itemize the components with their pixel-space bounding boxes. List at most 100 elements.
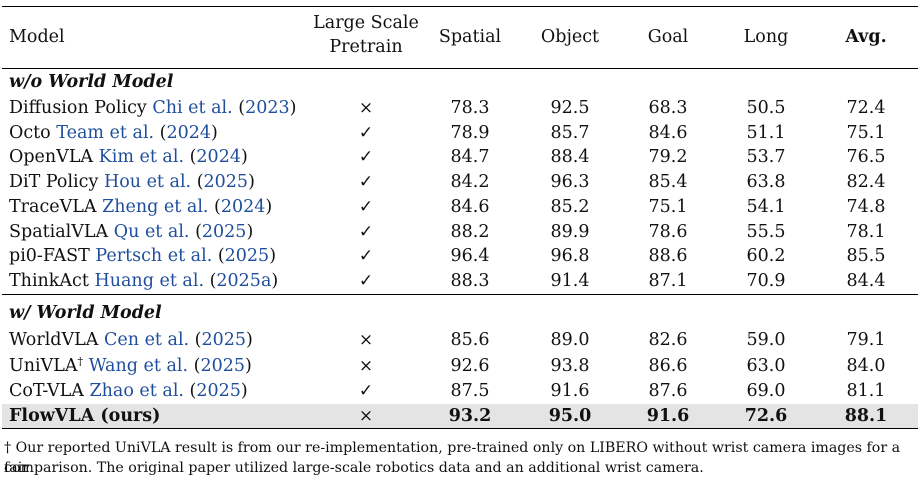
goal-value: 87.1 bbox=[648, 270, 688, 291]
citation-author-link[interactable]: Qu et al. bbox=[113, 221, 190, 242]
header-pretrain-line2: Pretrain bbox=[329, 37, 403, 57]
model-cell: WorldVLA Cen et al. (2025) bbox=[9, 330, 253, 350]
section-rule bbox=[2, 294, 918, 295]
citation-year-link[interactable]: 2025 bbox=[203, 172, 249, 193]
pretrain-mark: ✓ bbox=[358, 122, 374, 143]
object-value: 85.2 bbox=[550, 196, 590, 217]
citation-year-link[interactable]: 2023 bbox=[245, 98, 290, 118]
header-object: Object bbox=[540, 27, 600, 47]
table-row-ours: FlowVLA (ours) × 93.2 95.0 91.6 72.6 88.… bbox=[2, 404, 918, 428]
citation-year-link[interactable]: 2025 bbox=[201, 221, 247, 242]
object-value: 91.4 bbox=[550, 270, 590, 291]
citation-author-link[interactable]: Huang et al. bbox=[94, 270, 205, 291]
citation-year-link[interactable]: 2025a bbox=[216, 270, 272, 291]
citation-year-link[interactable]: 2025 bbox=[200, 355, 246, 376]
spatial-value: 93.2 bbox=[448, 406, 492, 426]
spatial-value: 92.6 bbox=[450, 355, 490, 376]
avg-value: 85.5 bbox=[846, 246, 886, 267]
citation-year-link[interactable]: 2024 bbox=[166, 122, 212, 143]
object-value: 89.0 bbox=[550, 330, 590, 350]
avg-value: 76.5 bbox=[846, 147, 886, 168]
long-value: 54.1 bbox=[746, 196, 786, 217]
pretrain-mark: ✓ bbox=[358, 172, 374, 193]
header-avg: Avg. bbox=[845, 27, 887, 47]
long-value: 55.5 bbox=[746, 221, 786, 242]
footnote-marker: † bbox=[77, 354, 84, 368]
citation-year-link[interactable]: 2024 bbox=[196, 147, 241, 168]
goal-value: 84.6 bbox=[648, 122, 688, 143]
model-cell: pi0-FAST Pertsch et al. (2025) bbox=[9, 246, 277, 267]
avg-value: 79.1 bbox=[846, 330, 886, 350]
table-row: TraceVLA Zheng et al. (2024) ✓ 84.6 85.2 75.… bbox=[0, 195, 922, 219]
goal-value: 91.6 bbox=[646, 406, 690, 426]
table-row: UniVLA† Wang et al. (2025) × 92.6 93.8 86.6 6… bbox=[0, 354, 922, 378]
avg-value: 84.4 bbox=[846, 270, 886, 291]
table-row: pi0-FAST Pertsch et al. (2025) ✓ 96.4 96.8 8… bbox=[0, 244, 922, 268]
model-cell: Diffusion Policy Chi et al. (2023) bbox=[9, 98, 297, 118]
table-row: WorldVLA Cen et al. (2025) × 85.6 89.0 82.6 5… bbox=[0, 328, 922, 352]
model-cell: DiT Policy Hou et al. (2025) bbox=[9, 172, 255, 193]
table-row: Octo Team et al. (2024) ✓ 78.9 85.7 84.6 51.1… bbox=[0, 121, 922, 145]
citation-author-link[interactable]: Team et al. bbox=[56, 122, 155, 143]
citation-year-link[interactable]: 2025 bbox=[201, 330, 247, 350]
model-name: TraceVLA bbox=[9, 196, 97, 217]
section-title-without-world-model: w/o World Model bbox=[9, 72, 174, 92]
goal-value: 88.6 bbox=[648, 246, 688, 267]
table-row: ThinkAct Huang et al. (2025a) ✓ 88.3 91.4 87… bbox=[0, 269, 922, 293]
pretrain-mark: ✓ bbox=[358, 270, 374, 291]
citation-author-link[interactable]: Cen et al. bbox=[103, 330, 190, 350]
citation-author-link[interactable]: Pertsch et al. bbox=[95, 246, 213, 267]
citation-author-link[interactable]: Zhao et al. bbox=[89, 381, 184, 401]
avg-value: 78.1 bbox=[846, 221, 886, 242]
long-value: 60.2 bbox=[746, 246, 786, 267]
object-value: 96.3 bbox=[550, 172, 590, 193]
long-value: 70.9 bbox=[746, 270, 786, 291]
long-value: 50.5 bbox=[746, 98, 786, 118]
goal-value: 87.6 bbox=[648, 381, 688, 401]
footnote-line-1: † Our reported UniVLA result is from our… bbox=[4, 440, 901, 476]
spatial-value: 96.4 bbox=[450, 246, 490, 267]
header-model: Model bbox=[9, 27, 65, 47]
avg-value: 84.0 bbox=[846, 355, 886, 376]
spatial-value: 84.2 bbox=[450, 172, 490, 193]
model-cell: SpatialVLA Qu et al. (2025) bbox=[9, 221, 254, 242]
citation-author-link[interactable]: Kim et al. bbox=[98, 147, 185, 168]
avg-value: 81.1 bbox=[846, 381, 886, 401]
table-row: CoT-VLA Zhao et al. (2025) ✓ 87.5 91.6 87.6 6… bbox=[0, 379, 922, 403]
pretrain-mark: ✓ bbox=[358, 196, 374, 217]
table-row: DiT Policy Hou et al. (2025) ✓ 84.2 96.3 85.… bbox=[0, 170, 922, 194]
citation-author-link[interactable]: Zheng et al. bbox=[102, 196, 209, 217]
citation-author-link[interactable]: Chi et al. bbox=[152, 98, 233, 118]
citation-author-link[interactable]: Wang et al. bbox=[88, 355, 189, 376]
model-name: ThinkAct bbox=[9, 270, 89, 291]
model-name: OpenVLA bbox=[9, 147, 94, 168]
pretrain-mark: ✓ bbox=[358, 221, 374, 242]
long-value: 51.1 bbox=[746, 122, 786, 143]
avg-value: 88.1 bbox=[844, 406, 888, 426]
object-value: 91.6 bbox=[550, 381, 590, 401]
table-row: OpenVLA Kim et al. (2024) ✓ 84.7 88.4 79.2 53… bbox=[0, 145, 922, 169]
pretrain-mark: ✓ bbox=[358, 147, 374, 168]
model-name: SpatialVLA bbox=[9, 221, 109, 242]
citation-year-link[interactable]: 2025 bbox=[224, 246, 270, 267]
model-name: Octo bbox=[9, 122, 51, 143]
goal-value: 79.2 bbox=[648, 147, 688, 168]
pretrain-mark: × bbox=[358, 355, 374, 376]
long-value: 63.0 bbox=[746, 355, 786, 376]
pretrain-mark: × bbox=[358, 330, 374, 350]
citation-year-link[interactable]: 2025 bbox=[196, 381, 241, 401]
model-name: UniVLA bbox=[9, 355, 78, 376]
citation-author-link[interactable]: Hou et al. bbox=[103, 172, 192, 193]
header-goal: Goal bbox=[647, 27, 689, 47]
goal-value: 86.6 bbox=[648, 355, 688, 376]
avg-value: 72.4 bbox=[846, 98, 886, 118]
footnote-line-2: comparison. The original paper utilized … bbox=[4, 460, 704, 476]
spatial-value: 85.6 bbox=[450, 330, 490, 350]
header-spatial: Spatial bbox=[438, 27, 502, 47]
model-cell: OpenVLA Kim et al. (2024) bbox=[9, 147, 248, 168]
citation-year-link[interactable]: 2024 bbox=[220, 196, 266, 217]
spatial-value: 84.6 bbox=[450, 196, 490, 217]
section-title-with-world-model: w/ World Model bbox=[9, 303, 162, 323]
object-value: 95.0 bbox=[548, 406, 592, 426]
model-cell: CoT-VLA Zhao et al. (2025) bbox=[9, 381, 248, 401]
